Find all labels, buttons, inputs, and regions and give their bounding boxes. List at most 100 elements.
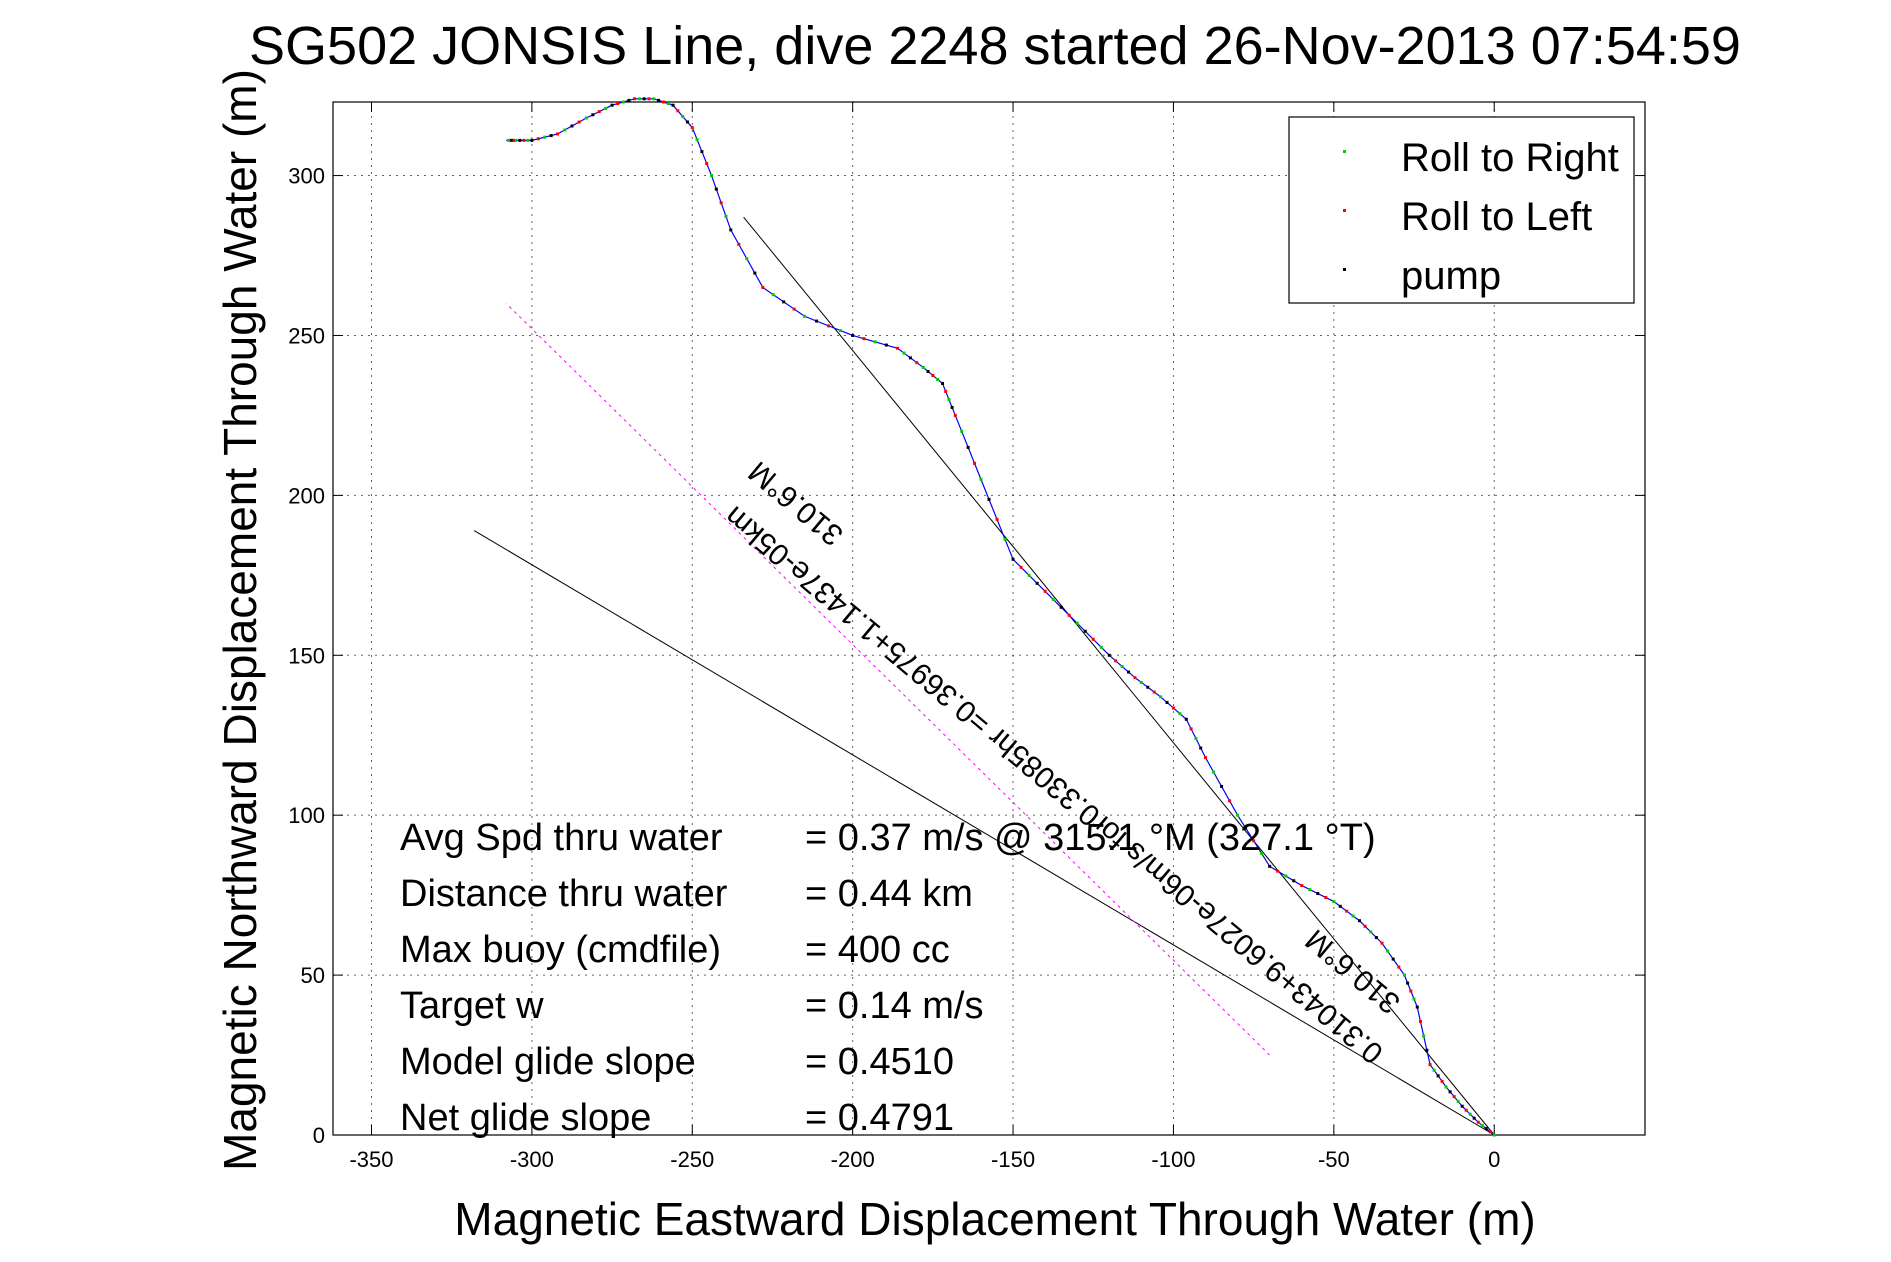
- track-marker: [1133, 676, 1137, 680]
- track-marker: [1308, 888, 1312, 892]
- track-marker: [536, 137, 540, 141]
- x-tick-label: -50: [1318, 1147, 1350, 1172]
- track-marker: [1035, 581, 1039, 585]
- track-marker: [1338, 904, 1342, 908]
- track-marker: [1292, 879, 1296, 883]
- track-marker: [995, 517, 999, 521]
- track-marker: [690, 126, 694, 130]
- stat-value: = 0.4510: [805, 1041, 954, 1083]
- track-marker: [1146, 685, 1150, 689]
- reference-lines: [473, 216, 1495, 1136]
- track-marker: [1252, 839, 1256, 843]
- track-marker: [1083, 629, 1087, 633]
- track-marker: [950, 405, 954, 409]
- track-marker: [1059, 605, 1063, 609]
- stat-label: Distance thru water: [400, 873, 728, 915]
- stat-value: = 0.44 km: [805, 873, 973, 915]
- track-marker: [902, 351, 906, 355]
- track-marker: [526, 138, 530, 142]
- track-marker: [700, 150, 704, 154]
- track-marker: [896, 346, 900, 350]
- track-marker: [1444, 1085, 1448, 1089]
- track-marker: [1051, 597, 1055, 601]
- track-marker: [591, 113, 595, 117]
- track-marker: [1456, 1099, 1460, 1103]
- track-marker: [729, 228, 733, 232]
- track-marker: [1464, 1108, 1468, 1112]
- stat-label: Avg Spd thru water: [400, 817, 723, 859]
- legend-label-roll-right: Roll to Right: [1401, 136, 1619, 180]
- track-marker: [973, 461, 977, 465]
- track-marker: [1220, 784, 1224, 788]
- track-marker: [947, 397, 951, 401]
- track-marker: [1019, 565, 1023, 569]
- track-marker: [705, 162, 709, 166]
- track-marker: [637, 97, 641, 101]
- stat-label: Net glide slope: [400, 1097, 651, 1139]
- track-marker: [1027, 573, 1031, 577]
- y-axis-ticks: 0 50 100 150 200 250 300: [288, 164, 1645, 1148]
- track-marker: [1374, 936, 1378, 940]
- track-marker: [1067, 613, 1071, 617]
- x-tick-label: -150: [991, 1147, 1035, 1172]
- track-marker: [695, 138, 699, 142]
- stats-block: Avg Spd thru water = 0.37 m/s @ 315.1 °M …: [400, 817, 1376, 1139]
- track-marker: [753, 271, 757, 275]
- track-marker: [1171, 706, 1175, 710]
- x-axis-title: Magnetic Eastward Displacement Through W…: [454, 1193, 1535, 1245]
- chart-title: SG502 JONSIS Line, dive 2248 started 26-…: [249, 16, 1741, 76]
- track-marker: [1152, 690, 1156, 694]
- track-marker: [1476, 1120, 1480, 1124]
- track-marker: [511, 138, 515, 142]
- track-marker: [719, 201, 723, 205]
- track-marker: [1204, 756, 1208, 760]
- track-marker: [710, 174, 714, 178]
- track-marker: [610, 103, 614, 107]
- track-marker: [556, 132, 560, 136]
- track-marker: [792, 307, 796, 311]
- track-marker: [1284, 874, 1288, 878]
- track-marker: [724, 214, 728, 218]
- track-marker: [1358, 919, 1362, 923]
- reference-line: [473, 530, 1495, 1136]
- track-marker: [1043, 589, 1047, 593]
- track-marker: [931, 373, 935, 377]
- track-marker: [1409, 989, 1413, 993]
- stat-value: = 400 cc: [805, 929, 950, 971]
- track-marker: [666, 102, 670, 106]
- track-marker: [518, 138, 522, 142]
- track-marker: [873, 340, 877, 344]
- track-marker: [782, 300, 786, 304]
- track-marker: [761, 285, 765, 289]
- track-marker: [1402, 973, 1406, 977]
- track-marker: [1011, 557, 1015, 561]
- track-marker: [563, 128, 567, 132]
- track-marker: [1127, 670, 1131, 674]
- track-marker: [827, 324, 831, 328]
- track-marker: [1418, 1019, 1422, 1023]
- track-marker: [1369, 930, 1373, 934]
- track-marker: [1228, 799, 1232, 803]
- legend-marker-roll-left: [1343, 209, 1346, 212]
- y-tick-label: 300: [288, 164, 325, 189]
- track-marker: [1212, 770, 1216, 774]
- track-marker: [851, 333, 855, 337]
- stat-value: = 0.14 m/s: [805, 985, 983, 1027]
- track-marker: [1107, 653, 1111, 657]
- track-marker: [1380, 941, 1384, 945]
- y-tick-label: 50: [301, 963, 325, 988]
- x-tick-label: -200: [831, 1147, 875, 1172]
- track-marker: [1199, 746, 1203, 750]
- track-marker: [1139, 680, 1143, 684]
- track-marker: [1406, 981, 1410, 985]
- track-marker: [509, 138, 513, 142]
- track-marker: [862, 337, 866, 341]
- track-marker: [1189, 727, 1193, 731]
- legend-marker-pump: [1343, 268, 1346, 271]
- track-marker: [1316, 892, 1320, 896]
- track-marker: [884, 343, 888, 347]
- track-marker: [1345, 909, 1349, 913]
- track-marker: [1159, 695, 1163, 699]
- track-marker: [1425, 1048, 1429, 1052]
